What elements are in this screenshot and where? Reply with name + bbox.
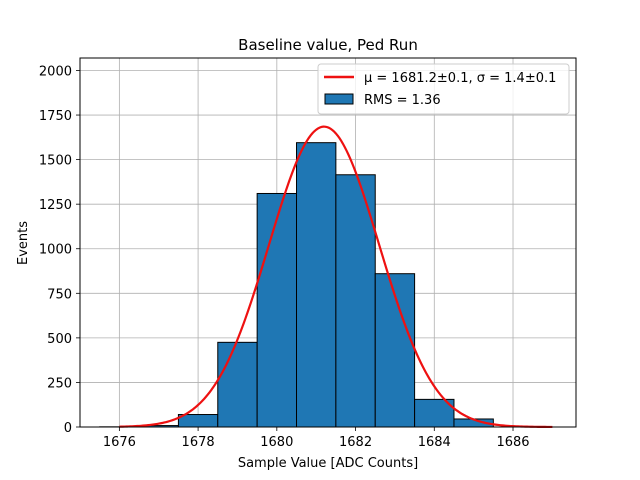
gaussian-fit-curve	[119, 125, 553, 429]
chart-title: Baseline value, Ped Run	[238, 36, 418, 54]
y-axis-label: Events	[16, 221, 31, 265]
histogram-bar	[177, 414, 219, 428]
fit-curve-layer	[119, 125, 553, 429]
y-tick-label: 500	[47, 332, 72, 347]
histogram-bar	[217, 341, 258, 428]
x-axis: 1676 1678 1680 1682 1684 1686	[103, 427, 530, 450]
x-tick-label: 1684	[418, 435, 451, 450]
legend: μ = 1681.2±0.1, σ = 1.4±0.1 RMS = 1.36	[317, 63, 570, 115]
histogram-bars	[99, 142, 494, 428]
x-tick-label: 1678	[182, 435, 215, 450]
legend-fit-label: μ = 1681.2±0.1, σ = 1.4±0.1	[364, 71, 556, 86]
histogram-bar	[256, 192, 298, 428]
y-axis: 0 250 500 750 1000 1250 1500 1750 2000	[39, 64, 80, 436]
legend-box	[317, 63, 570, 115]
x-tick-label: 1676	[103, 435, 136, 450]
y-tick-label: 1750	[39, 109, 72, 124]
x-tick-label: 1680	[260, 435, 293, 450]
legend-histogram-swatch	[324, 93, 354, 105]
y-tick-label: 1250	[39, 198, 72, 213]
y-tick-label: 1500	[39, 154, 72, 169]
y-tick-label: 750	[47, 287, 72, 302]
plot-frame	[79, 57, 577, 428]
x-tick-label: 1686	[496, 435, 529, 450]
x-tick-label: 1682	[339, 435, 372, 450]
legend-histogram-label: RMS = 1.36	[364, 93, 441, 108]
y-tick-label: 2000	[39, 64, 72, 79]
y-tick-label: 250	[47, 376, 72, 391]
x-axis-label: Sample Value [ADC Counts]	[238, 456, 418, 471]
y-tick-label: 0	[64, 421, 72, 436]
histogram-bar	[296, 142, 337, 428]
y-tick-label: 1000	[39, 243, 72, 258]
